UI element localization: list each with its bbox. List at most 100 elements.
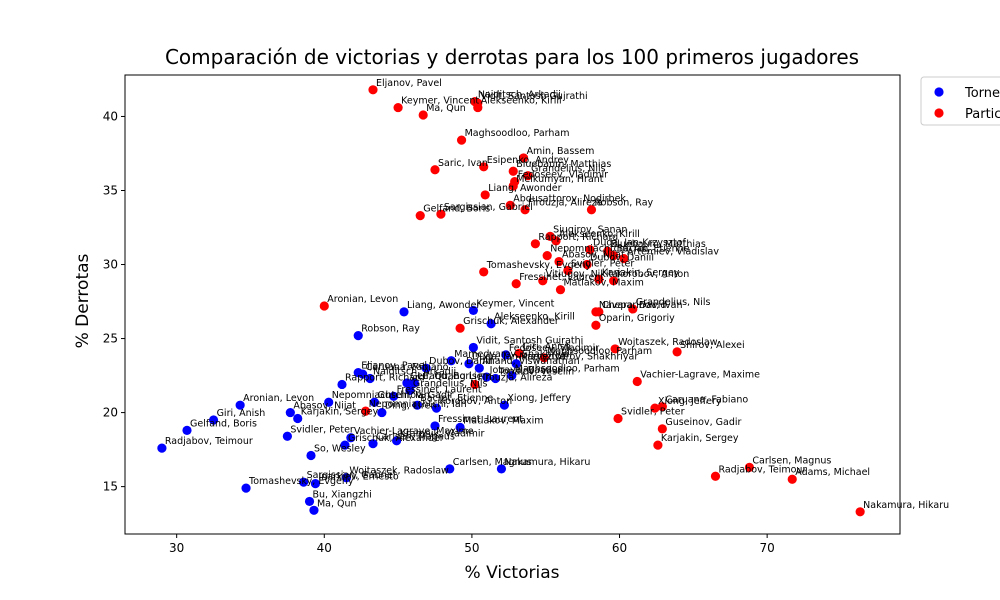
data-point <box>518 153 529 163</box>
point-label: Matlakov, Maxim <box>563 278 643 289</box>
data-point <box>582 259 592 270</box>
point-label: Vidit, Santosh Gujrathi <box>481 91 588 102</box>
data-point <box>306 450 316 461</box>
data-point <box>650 403 660 413</box>
point-label: Vidit, Santosh Gujrathi <box>476 335 583 346</box>
point-label: Dubov, Daniil <box>429 356 493 367</box>
point-label: Alekseenko, Kirill <box>481 96 562 107</box>
point-label: Duda, Jan-Krzysztof <box>472 352 566 363</box>
point-label: Giri, Anish <box>217 408 266 419</box>
data-point <box>619 254 629 264</box>
point-label: Svidler, Peter <box>571 258 635 269</box>
point-label: Karjakin, Sergey <box>661 433 739 444</box>
point-label: Grandelius, Nils <box>636 297 711 308</box>
point-label: Svidler, Peter <box>290 424 354 435</box>
point-label: Aronian, Levon <box>243 393 314 404</box>
point-label: Radjabov, Teimour <box>718 464 806 475</box>
point-label: Nepomniachtchi, Ian <box>332 390 430 401</box>
point-label: Grischuk, Alexander <box>463 316 559 327</box>
point-label: Mamedyarov, Shakhriyar <box>454 349 573 360</box>
plot-frame <box>124 74 901 535</box>
x-tick-label: 30 <box>169 541 184 555</box>
data-point <box>402 378 412 388</box>
data-point <box>337 379 347 390</box>
point-label: Karjakin, Sergey <box>602 267 680 278</box>
data-point <box>514 348 524 358</box>
data-point <box>455 422 465 432</box>
data-point <box>430 421 440 431</box>
data-point <box>610 344 620 354</box>
data-point <box>310 479 321 489</box>
data-point <box>490 373 501 384</box>
point-label: Nepomniachtchi, Ian <box>369 399 467 410</box>
data-point <box>293 413 303 424</box>
y-axis-label: % Derrotas <box>73 253 93 348</box>
y-tick-label: 30 <box>103 258 118 272</box>
point-label: Adams, Michael <box>795 467 870 478</box>
data-point <box>480 190 490 200</box>
data-point <box>241 483 251 493</box>
point-label: Abasov, Nijat <box>562 250 625 261</box>
y-tick-label: 20 <box>103 406 118 420</box>
data-point <box>672 347 682 357</box>
x-tick-label: 60 <box>612 541 627 555</box>
data-point <box>431 403 442 413</box>
point-label: Guseinov, Gadir <box>377 390 453 401</box>
point-label: Wojtaszek, Radoslaw <box>349 466 449 477</box>
data-point <box>341 473 352 483</box>
point-label: Korobov, Anton <box>617 269 690 280</box>
point-label: Carlsen, Magnus <box>376 432 455 443</box>
data-point <box>508 181 518 191</box>
point-label: Keymer, Vincent <box>476 298 554 309</box>
point-label: Guseinov, Gadir <box>665 417 741 428</box>
data-point <box>482 372 492 382</box>
point-label: Fedoseev, Vladimir <box>509 343 599 354</box>
point-label: Naiditsch, Arkadij <box>373 367 456 378</box>
point-label: Rapport, Richard <box>538 232 618 243</box>
point-label: Sargissian, Gabriel <box>444 202 533 213</box>
point-label: Liang, Awonder <box>488 183 561 194</box>
data-point <box>436 209 446 219</box>
point-label: Gelfand, Boris <box>190 418 257 429</box>
data-point <box>368 85 378 95</box>
point-label: Melkumyan, Hrant <box>516 174 604 185</box>
data-point <box>369 397 380 407</box>
point-label: Sargissian, Gabriel <box>307 470 396 481</box>
data-point <box>563 265 573 276</box>
data-point <box>319 301 329 311</box>
point-label: Ma, Qun <box>426 103 466 114</box>
point-label: Dubov, Daniil <box>590 253 654 264</box>
point-label: Nepomniachtchi, Ian <box>550 244 648 255</box>
legend-entry: Torne <box>964 86 1000 101</box>
point-label: Bluebaum, Matthias <box>611 239 706 250</box>
point-label: Bu, Xiangzhi <box>313 489 372 500</box>
data-point <box>309 505 319 515</box>
data-point <box>511 279 521 289</box>
data-point <box>613 413 623 424</box>
data-point <box>282 431 292 441</box>
data-point <box>594 274 604 284</box>
data-point <box>609 251 619 261</box>
point-label: Siugirov, Sanan <box>553 224 627 235</box>
y-tick-label: 35 <box>103 183 118 197</box>
data-point <box>744 462 755 472</box>
point-label: Esipenko, Andrey <box>487 155 570 166</box>
data-point <box>496 464 507 474</box>
point-label: Bacrot, Etienne <box>420 393 493 404</box>
y-tick-label: 15 <box>103 480 118 494</box>
data-point <box>464 359 474 369</box>
point-label: Mamedyarov, Shakhriyar <box>519 352 638 363</box>
chart-title: Comparación de victorias y derrotas para… <box>165 45 859 69</box>
data-point <box>235 400 245 410</box>
data-point <box>468 305 478 316</box>
data-point <box>446 356 456 366</box>
x-tick-label: 50 <box>464 541 479 555</box>
data-point <box>353 330 363 341</box>
x-tick-label: 40 <box>317 541 332 555</box>
data-point <box>657 424 667 434</box>
legend-marker <box>934 87 944 97</box>
point-label: Shirov, Alexei <box>680 340 745 351</box>
point-label: Svidler, Peter <box>621 407 685 418</box>
data-point <box>392 436 402 446</box>
point-label: Artemiev, Vladislav <box>627 247 719 258</box>
